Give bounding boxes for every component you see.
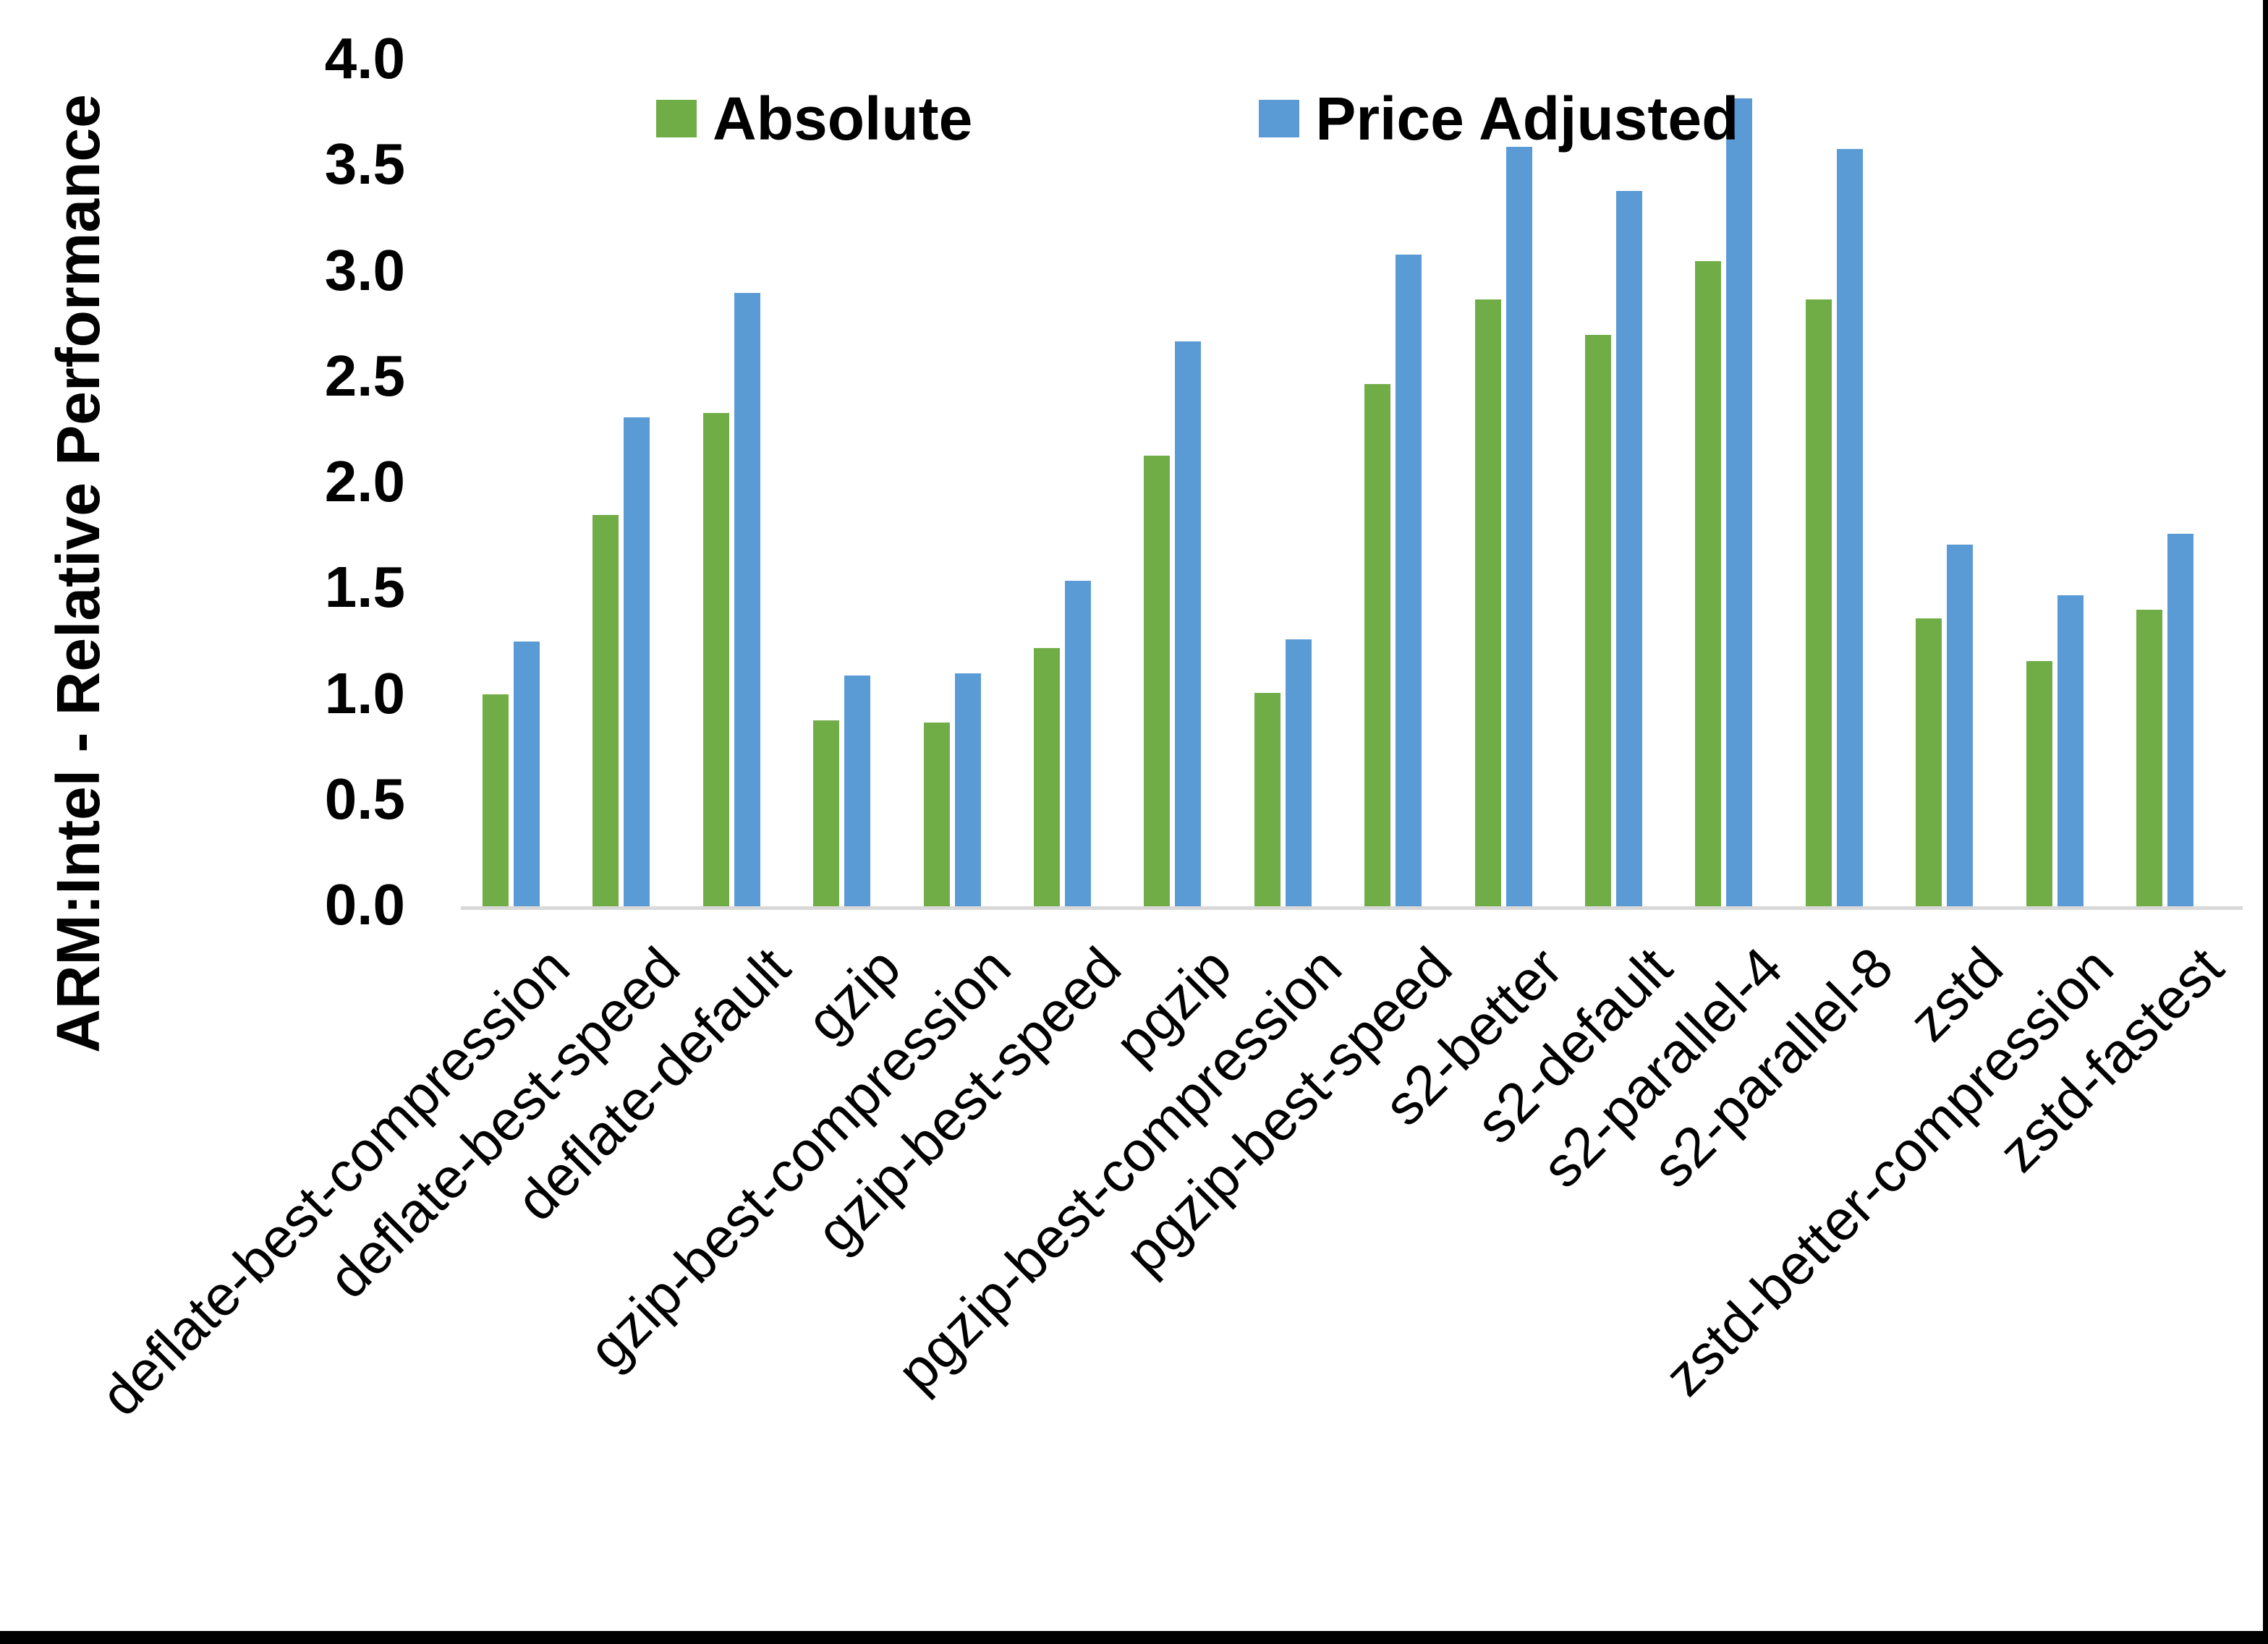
bar-price-adjusted-s2-default	[1616, 191, 1642, 906]
bar-absolute-gzip-best-compression	[924, 723, 950, 906]
bar-absolute-s2-better	[1475, 299, 1501, 906]
y-tick-label: 3.5	[324, 132, 405, 197]
bar-absolute-pgzip	[1144, 456, 1170, 906]
x-axis-line	[461, 906, 2243, 910]
legend-swatch-absolute-icon	[656, 100, 697, 137]
y-tick-label: 0.5	[324, 766, 405, 831]
y-tick-label: 4.0	[324, 26, 405, 90]
y-tick-label: 3.0	[324, 237, 405, 302]
y-tick-label: 1.5	[324, 555, 405, 620]
bar-price-adjusted-deflate-best-speed	[624, 417, 650, 906]
bar-absolute-s2-parallel-4	[1695, 261, 1721, 906]
legend-item-absolute: Absolute	[656, 84, 972, 154]
y-tick-label: 2.5	[324, 343, 405, 408]
bar-price-adjusted-gzip	[844, 676, 870, 906]
legend-label-absolute: Absolute	[713, 84, 973, 153]
bar-absolute-deflate-best-compression	[483, 694, 509, 906]
bar-absolute-s2-default	[1585, 335, 1611, 906]
bar-price-adjusted-s2-parallel-8	[1837, 149, 1863, 906]
bar-price-adjusted-zstd-fastest	[2167, 534, 2193, 906]
bar-price-adjusted-zstd-better-compression	[2057, 595, 2084, 906]
bar-price-adjusted-deflate-default	[734, 293, 760, 906]
bar-absolute-s2-parallel-8	[1806, 299, 1832, 906]
legend: Absolute Price Adjusted	[656, 84, 1738, 154]
bar-absolute-gzip	[813, 720, 839, 906]
bar-price-adjusted-deflate-best-compression	[514, 642, 540, 906]
legend-swatch-price-adjusted-icon	[1259, 100, 1300, 137]
bar-price-adjusted-pgzip-best-compression	[1286, 639, 1312, 906]
y-tick-label: 0.0	[324, 872, 405, 937]
y-tick-label: 2.0	[324, 449, 405, 514]
bar-absolute-zstd-better-compression	[2026, 661, 2052, 906]
bar-price-adjusted-gzip-best-speed	[1065, 581, 1091, 906]
bar-absolute-pgzip-best-speed	[1364, 384, 1390, 906]
bar-price-adjusted-gzip-best-compression	[955, 673, 981, 906]
legend-label-price-adjusted: Price Adjusted	[1315, 84, 1739, 153]
legend-item-price-adjusted: Price Adjusted	[1259, 84, 1738, 154]
bar-absolute-deflate-default	[703, 413, 729, 906]
image-border-right	[2263, 0, 2268, 1644]
bar-absolute-zstd	[1916, 618, 1942, 906]
bar-absolute-gzip-best-speed	[1034, 648, 1060, 906]
y-axis-title: ARM:Intel - Relative Performance	[44, 94, 112, 1053]
bar-absolute-pgzip-best-compression	[1254, 693, 1280, 906]
bar-price-adjusted-s2-parallel-4	[1726, 98, 1752, 906]
y-tick-label: 1.0	[324, 660, 405, 725]
bar-price-adjusted-s2-better	[1506, 147, 1532, 906]
bar-price-adjusted-zstd	[1947, 545, 1973, 906]
bar-absolute-deflate-best-speed	[593, 515, 619, 906]
image-border-bottom	[0, 1631, 2268, 1644]
bar-price-adjusted-pgzip	[1175, 341, 1201, 906]
bar-absolute-zstd-fastest	[2136, 610, 2162, 906]
bar-price-adjusted-pgzip-best-speed	[1396, 255, 1422, 906]
